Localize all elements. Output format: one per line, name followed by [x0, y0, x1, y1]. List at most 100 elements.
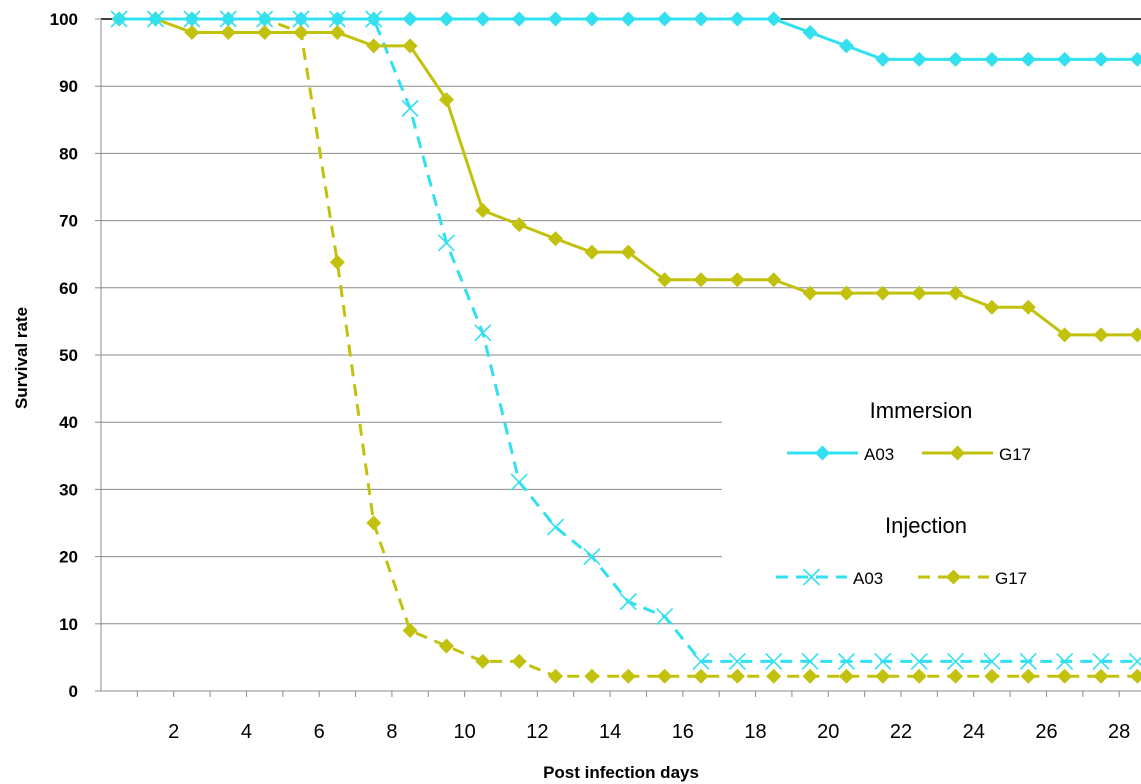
marker-stroke: [983, 652, 1001, 670]
data-point-immersion-g17: [1093, 327, 1109, 343]
data-point-immersion-a03: [984, 51, 1000, 67]
data-point-immersion-g17: [838, 285, 854, 301]
data-point-immersion-a03: [220, 11, 236, 27]
data-point-injection-g17: [948, 668, 964, 684]
x-tick-label: 28: [1108, 721, 1130, 743]
data-point-immersion-a03: [911, 51, 927, 67]
data-point-injection-g17: [402, 623, 418, 639]
data-point-immersion-g17: [620, 244, 636, 260]
data-point-immersion-a03: [1093, 51, 1109, 67]
data-point-injection-g17: [1093, 668, 1109, 684]
marker-stroke: [910, 652, 928, 670]
legend-swatch-marker: [950, 445, 965, 461]
data-point-immersion-a03: [838, 38, 854, 54]
data-point-injection-a03: [728, 652, 746, 670]
x-axis-title: Post infection days: [543, 763, 699, 782]
marker-stroke: [437, 234, 456, 252]
marker-stroke: [874, 652, 892, 670]
data-point-immersion-a03: [620, 11, 636, 27]
data-point-injection-g17: [875, 668, 891, 684]
legend-label-immersion-g17: G17: [999, 445, 1031, 464]
data-point-injection-a03: [1128, 652, 1141, 670]
y-tick-label: 70: [59, 212, 78, 231]
x-tick-label: 22: [890, 721, 912, 743]
marker-stroke: [510, 473, 528, 491]
legend-background: [722, 385, 1141, 610]
y-tick-label: 100: [50, 10, 78, 29]
data-point-injection-g17: [620, 668, 636, 684]
x-tick-label: 12: [526, 721, 548, 743]
data-point-injection-a03: [837, 652, 856, 670]
x-tick-label: 14: [599, 721, 621, 743]
data-point-immersion-g17: [402, 38, 418, 54]
data-point-injection-g17: [329, 254, 345, 270]
data-point-injection-a03: [874, 652, 892, 670]
data-point-immersion-a03: [329, 11, 345, 27]
data-point-immersion-g17: [1020, 299, 1036, 315]
y-tick-label: 30: [59, 480, 78, 499]
data-point-injection-a03: [474, 324, 492, 342]
legend-swatch-injection-a03: [776, 568, 847, 586]
axes: [95, 18, 1141, 697]
legend-group-injection-title: Injection: [885, 513, 967, 538]
data-point-immersion-a03: [766, 11, 782, 27]
y-tick-label: 0: [69, 682, 78, 701]
x-tick-label: 10: [454, 721, 476, 743]
data-point-injection-a03: [1056, 652, 1074, 670]
data-point-injection-g17: [693, 668, 709, 684]
data-point-immersion-g17: [220, 24, 236, 40]
legend-swatch-immersion-g17: [922, 445, 993, 461]
y-tick-label: 60: [59, 279, 78, 298]
marker-stroke: [802, 568, 821, 586]
data-point-immersion-g17: [438, 92, 454, 108]
data-point-injection-g17: [548, 668, 564, 684]
data-point-injection-a03: [765, 652, 783, 670]
data-point-injection-a03: [692, 652, 710, 670]
data-point-immersion-a03: [366, 11, 382, 27]
data-point-immersion-g17: [329, 24, 345, 40]
data-point-immersion-a03: [293, 11, 309, 27]
data-point-immersion-a03: [875, 51, 891, 67]
data-point-immersion-a03: [148, 11, 164, 27]
x-tick-label: 16: [672, 721, 694, 743]
data-point-immersion-a03: [111, 11, 127, 27]
data-point-immersion-g17: [511, 217, 527, 233]
data-point-injection-a03: [910, 652, 928, 670]
data-point-injection-g17: [729, 668, 745, 684]
x-tick-label: 2: [168, 721, 179, 743]
legend-swatch-injection-g17: [918, 569, 989, 585]
data-point-immersion-g17: [802, 285, 818, 301]
marker-stroke: [728, 652, 746, 670]
data-point-injection-a03: [1092, 652, 1110, 670]
data-point-immersion-g17: [293, 24, 309, 40]
data-point-immersion-a03: [1020, 51, 1036, 67]
x-tick-label: 4: [241, 721, 252, 743]
data-point-injection-a03: [510, 473, 528, 491]
data-point-immersion-a03: [948, 51, 964, 67]
marker-stroke: [692, 652, 710, 670]
data-point-injection-g17: [1057, 668, 1073, 684]
data-point-injection-a03: [583, 548, 601, 566]
legend-group-immersion-title: Immersion: [870, 398, 973, 423]
legend-label-immersion-a03: A03: [864, 445, 894, 464]
x-tick-label: 8: [386, 721, 397, 743]
marker-stroke: [583, 548, 601, 566]
data-point-injection-g17: [838, 668, 854, 684]
data-point-injection-g17: [984, 668, 1000, 684]
marker-stroke: [946, 652, 965, 670]
data-point-immersion-a03: [548, 11, 564, 27]
data-point-immersion-g17: [184, 24, 200, 40]
legend-swatch-marker: [802, 568, 821, 586]
data-point-immersion-a03: [184, 11, 200, 27]
data-point-injection-g17: [584, 668, 600, 684]
data-point-injection-a03: [946, 652, 965, 670]
data-point-injection-g17: [1020, 668, 1036, 684]
y-axis-title: Survival rate: [12, 307, 31, 409]
data-point-immersion-a03: [802, 24, 818, 40]
data-point-immersion-g17: [584, 244, 600, 260]
data-point-immersion-g17: [1057, 327, 1073, 343]
series-immersion-a03: [111, 11, 1141, 67]
marker-stroke: [1128, 656, 1141, 670]
data-point-injection-g17: [1129, 668, 1141, 684]
